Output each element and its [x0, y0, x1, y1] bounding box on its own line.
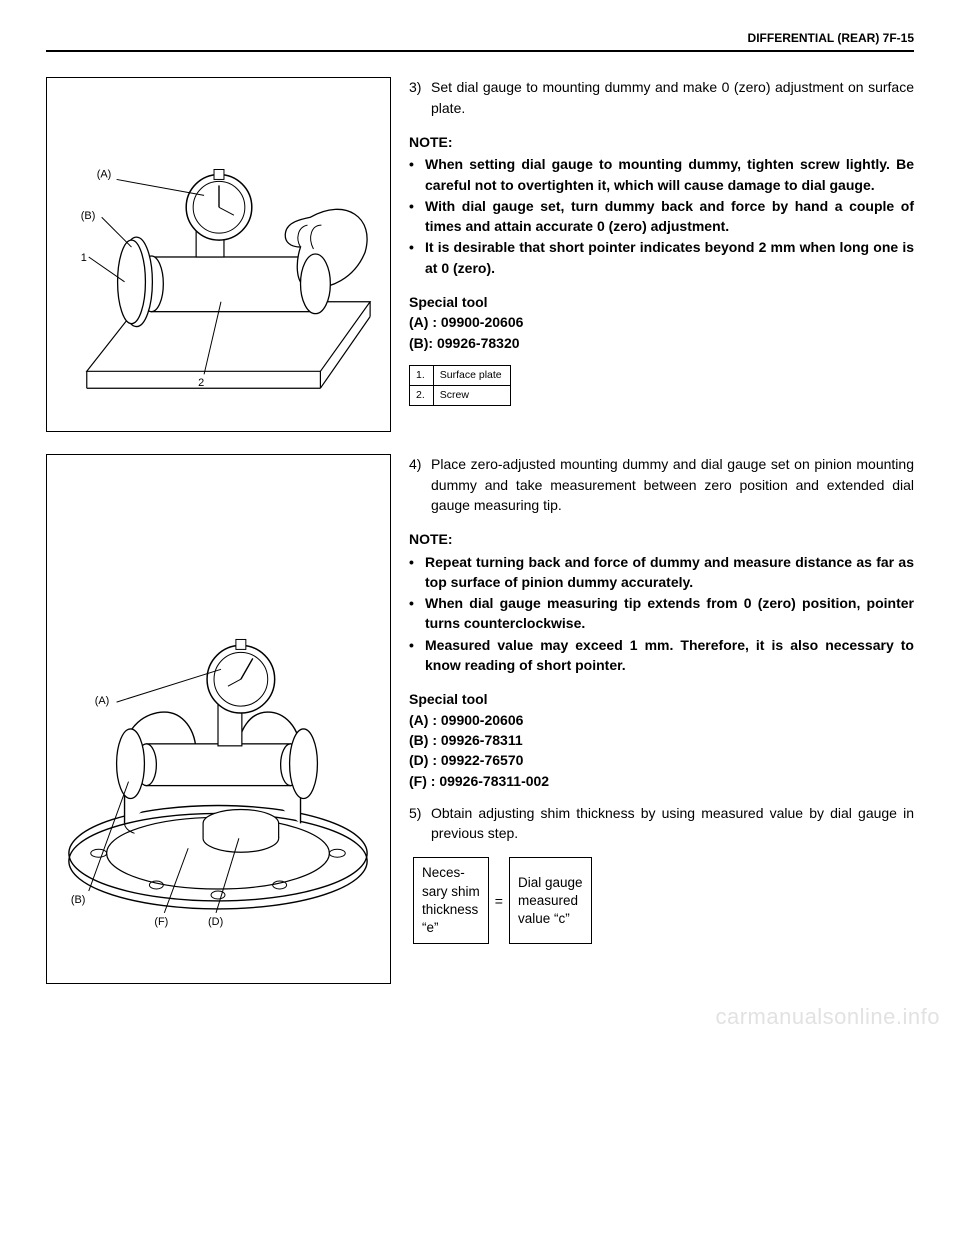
step-5: 5) Obtain adjusting shim thickness by us…	[409, 803, 914, 844]
tool-block-1: Special tool (A) : 09900-20606 (B): 0992…	[409, 292, 914, 353]
note1-b3: It is desirable that short pointer indic…	[425, 237, 914, 278]
eq-right: Dial gauge measured value “c”	[509, 857, 592, 944]
tool2-a: (A) : 09900-20606	[409, 710, 914, 730]
eq-sign: =	[493, 857, 505, 944]
note2-b1: Repeat turning back and force of dummy a…	[425, 552, 914, 593]
note-2-list: •Repeat turning back and force of dummy …	[409, 552, 914, 676]
figure-2: (A) (B) (F) (D)	[46, 454, 391, 984]
tool2-b: (B) : 09926-78311	[409, 730, 914, 750]
fig1-label-B: (B)	[81, 211, 96, 223]
bullet-mark: •	[409, 154, 425, 195]
step-4-num: 4)	[409, 454, 431, 515]
step-3-num: 3)	[409, 77, 431, 118]
watermark: carmanualsonline.info	[715, 1001, 940, 1033]
step-5-text: Obtain adjusting shim thickness by using…	[431, 803, 914, 844]
eq-left: Neces- sary shim thickness “e”	[413, 857, 489, 944]
note1-b2: With dial gauge set, turn dummy back and…	[425, 196, 914, 237]
fig2-label-F: (F)	[154, 916, 168, 928]
block-2: (A) (B) (F) (D) 4) Place zero-adjusted m…	[46, 454, 914, 984]
figure-2-column: (A) (B) (F) (D)	[46, 454, 391, 984]
bullet-mark: •	[409, 593, 425, 634]
fig2-label-A: (A)	[95, 695, 110, 707]
header-title: DIFFERENTIAL (REAR) 7F-15	[748, 31, 914, 45]
legend-label: Screw	[433, 386, 510, 406]
figure-1-column: (A) (B) 1 2	[46, 77, 391, 432]
shim-equation: Neces- sary shim thickness “e” = Dial ga…	[409, 857, 914, 944]
bullet-mark: •	[409, 635, 425, 676]
tool2-d: (D) : 09922-76570	[409, 750, 914, 770]
block-2-text: 4) Place zero-adjusted mounting dummy an…	[409, 454, 914, 984]
fig2-label-D: (D)	[208, 916, 223, 928]
tool1-b: (B): 09926-78320	[409, 333, 914, 353]
table-row: 1.Surface plate	[410, 365, 511, 385]
note-1-head: NOTE:	[409, 132, 914, 152]
table-row: 2.Screw	[410, 386, 511, 406]
step-5-num: 5)	[409, 803, 431, 844]
step-3-text: Set dial gauge to mounting dummy and mak…	[431, 77, 914, 118]
note1-b1: When setting dial gauge to mounting dumm…	[425, 154, 914, 195]
figure-1: (A) (B) 1 2	[46, 77, 391, 432]
step-3: 3) Set dial gauge to mounting dummy and …	[409, 77, 914, 118]
legend-idx: 2.	[410, 386, 434, 406]
note-1-list: •When setting dial gauge to mounting dum…	[409, 154, 914, 278]
note2-b3: Measured value may exceed 1 mm. Therefor…	[425, 635, 914, 676]
bullet-mark: •	[409, 237, 425, 278]
fig1-label-1: 1	[81, 252, 87, 264]
step-4-text: Place zero-adjusted mounting dummy and d…	[431, 454, 914, 515]
page-header: DIFFERENTIAL (REAR) 7F-15	[46, 30, 914, 52]
step-4: 4) Place zero-adjusted mounting dummy an…	[409, 454, 914, 515]
tool2-label: Special tool	[409, 689, 914, 709]
note-2-head: NOTE:	[409, 529, 914, 549]
bullet-mark: •	[409, 196, 425, 237]
tool-block-2: Special tool (A) : 09900-20606 (B) : 099…	[409, 689, 914, 790]
fig1-label-2: 2	[198, 378, 204, 390]
figure-1-svg: (A) (B) 1 2	[47, 78, 390, 431]
block-1-text: 3) Set dial gauge to mounting dummy and …	[409, 77, 914, 432]
tool1-a: (A) : 09900-20606	[409, 312, 914, 332]
note2-b2: When dial gauge measuring tip extends fr…	[425, 593, 914, 634]
block-1: (A) (B) 1 2 3) Set dial gauge to mountin…	[46, 77, 914, 432]
legend-label: Surface plate	[433, 365, 510, 385]
bullet-mark: •	[409, 552, 425, 593]
figure-2-svg: (A) (B) (F) (D)	[47, 455, 390, 983]
tool2-f: (F) : 09926-78311-002	[409, 771, 914, 791]
fig1-label-A: (A)	[97, 169, 112, 181]
tool1-label: Special tool	[409, 292, 914, 312]
legend-table-1: 1.Surface plate 2.Screw	[409, 365, 511, 406]
fig2-label-B: (B)	[71, 894, 86, 906]
legend-idx: 1.	[410, 365, 434, 385]
